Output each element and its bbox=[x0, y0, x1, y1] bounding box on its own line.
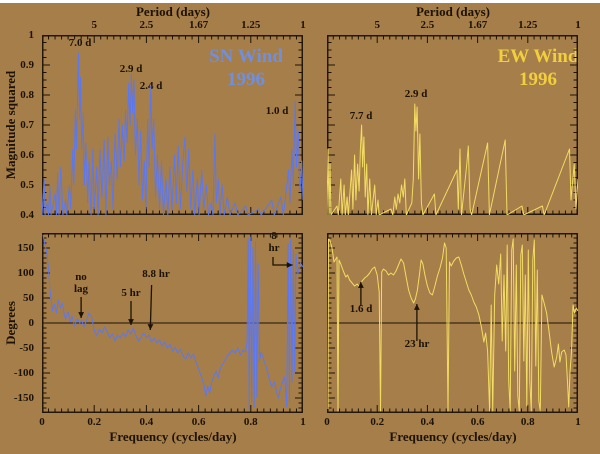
annotation-1-6-d: 1.6 d bbox=[349, 303, 373, 315]
period-axis-title-right: Period (days) bbox=[415, 4, 491, 19]
y-tick-label: 0.8 bbox=[20, 89, 34, 101]
frequency-tick-label: 0.4 bbox=[420, 416, 435, 428]
annotation-5-hr: 5 hr bbox=[121, 287, 141, 299]
frequency-tick-label: 0.6 bbox=[470, 416, 485, 428]
y-tick-label: -100 bbox=[13, 367, 34, 379]
period-tick-label: 1 bbox=[300, 19, 306, 31]
annotation-arrowhead bbox=[128, 319, 134, 325]
period-tick-label: 5 bbox=[374, 19, 380, 31]
annotation-arrowhead bbox=[357, 282, 364, 288]
period-tick-label: 1.25 bbox=[518, 19, 538, 31]
frequency-tick-label: 1 bbox=[300, 416, 306, 428]
y-tick-label: 0.6 bbox=[20, 149, 34, 161]
frequency-axis-title-right: Frequency (cycles/day) bbox=[389, 429, 517, 444]
annotation-23-hr: 23 hr bbox=[404, 338, 430, 350]
annotation-arrowhead bbox=[78, 312, 85, 318]
sn-phase-plot bbox=[42, 233, 303, 413]
frequency-tick-label: 1 bbox=[575, 416, 581, 428]
y-tick-label: 1 bbox=[28, 29, 35, 41]
period-tick-label: 5 bbox=[91, 19, 97, 31]
data-trace bbox=[327, 238, 578, 412]
ew-spectrum-plot bbox=[327, 35, 578, 215]
y-tick-label: 0.4 bbox=[20, 209, 34, 221]
frequency-tick-label: 0 bbox=[39, 416, 45, 428]
y-tick-label: 150 bbox=[17, 242, 35, 254]
period-tick-label: 1.67 bbox=[188, 19, 209, 31]
frequency-tick-label: 0.2 bbox=[87, 416, 102, 428]
frequency-tick-label: 0.6 bbox=[191, 416, 206, 428]
ew-wind-title: EW Wind 1996 bbox=[498, 45, 579, 91]
frequency-tick-label: 0.8 bbox=[243, 416, 258, 428]
y-tick-label: 0.5 bbox=[20, 179, 34, 191]
annotation-arrow bbox=[272, 257, 293, 266]
ew-wind-title-line1: EW Wind bbox=[497, 46, 579, 67]
data-trace bbox=[42, 52, 303, 215]
y-tick-label: 0.9 bbox=[20, 59, 34, 71]
annotation-no-lag-line2: lag bbox=[73, 282, 89, 295]
frequency-tick-label: 0.8 bbox=[520, 416, 535, 428]
period-tick-label: 1 bbox=[575, 19, 581, 31]
y-tick-label: 100 bbox=[17, 267, 35, 279]
annotation-arrow bbox=[149, 284, 153, 331]
data-trace bbox=[42, 234, 303, 411]
annotation-7-7-d: 7.7 d bbox=[349, 110, 373, 122]
annotation-no-lag-line1: no bbox=[75, 271, 87, 283]
annotation-7-0-d: 7.0 d bbox=[68, 37, 92, 49]
period-tick-label: 2.5 bbox=[420, 19, 435, 31]
sn-wind-title-line2: 1996 bbox=[226, 69, 265, 90]
annotation-8-hr: 8 hr bbox=[268, 230, 280, 254]
frequency-axis-title-left: Frequency (cycles/day) bbox=[109, 429, 237, 444]
annotation-8-hr-line2: hr bbox=[268, 241, 280, 254]
y-tick-label: 0 bbox=[28, 317, 35, 329]
sn-wind-title-line1: SN Wind bbox=[209, 46, 283, 67]
sn-spectrum-plot bbox=[42, 35, 303, 215]
period-tick-label: 1.67 bbox=[467, 19, 488, 31]
sn-wind-title: SN Wind 1996 bbox=[209, 45, 283, 91]
frequency-tick-label: 0.2 bbox=[370, 416, 385, 428]
y-tick-label: 50 bbox=[23, 292, 34, 304]
annotation-no-lag: no lag bbox=[73, 271, 89, 295]
data-trace bbox=[327, 103, 578, 215]
period-tick-label: 1.25 bbox=[241, 19, 261, 31]
annotation-2-9-d-sn: 2.9 d bbox=[119, 63, 143, 75]
annotation-2-9-d-ew: 2.9 d bbox=[404, 88, 428, 100]
annotation-8-8-hr: 8.8 hr bbox=[142, 268, 170, 280]
annotation-1-0-d: 1.0 d bbox=[265, 105, 289, 117]
y-tick-label: 0.7 bbox=[20, 119, 34, 131]
annotation-arrowhead bbox=[413, 304, 420, 310]
annotation-arrowhead bbox=[286, 262, 293, 268]
frequency-tick-label: 0 bbox=[324, 416, 330, 428]
ew-wind-title-line2: 1996 bbox=[519, 69, 557, 90]
top-border-strip bbox=[0, 0, 600, 3]
frequency-tick-label: 0.4 bbox=[139, 416, 154, 428]
ew-phase-plot bbox=[327, 233, 578, 413]
period-tick-label: 2.5 bbox=[139, 19, 154, 31]
y-tick-label: -150 bbox=[13, 392, 34, 404]
annotation-8-hr-line1: 8 bbox=[271, 230, 277, 242]
annotation-arrowhead bbox=[147, 324, 154, 330]
period-axis-title-left: Period (days) bbox=[135, 4, 211, 19]
y-tick-label: -50 bbox=[19, 342, 34, 354]
